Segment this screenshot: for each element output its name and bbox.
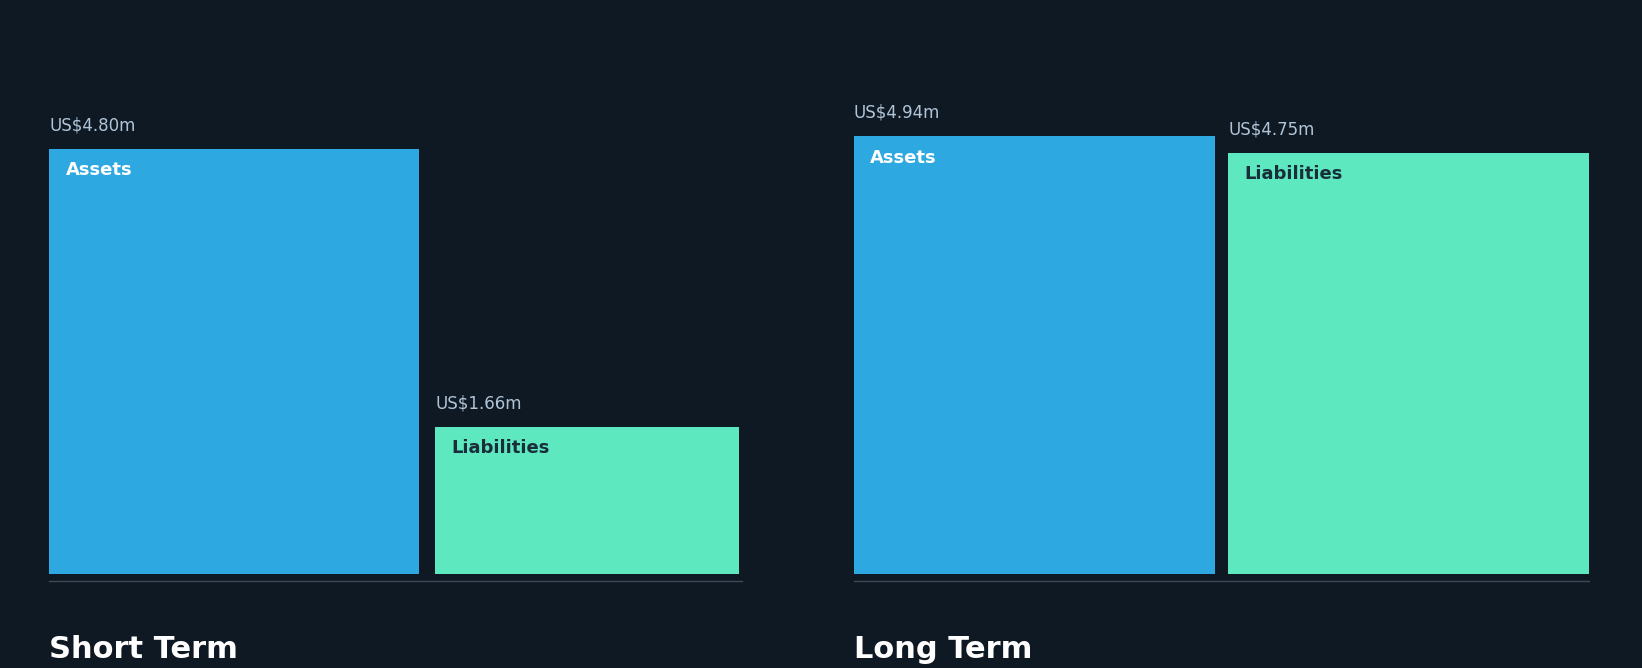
Text: US$4.75m: US$4.75m bbox=[1228, 121, 1315, 139]
Bar bbox=[49, 149, 419, 574]
Text: Assets: Assets bbox=[870, 148, 938, 166]
Bar bbox=[854, 136, 1215, 574]
Text: US$4.80m: US$4.80m bbox=[49, 116, 136, 134]
Text: US$1.66m: US$1.66m bbox=[435, 395, 522, 413]
Text: Short Term: Short Term bbox=[49, 635, 238, 663]
Text: US$4.94m: US$4.94m bbox=[854, 104, 941, 122]
Text: Long Term: Long Term bbox=[854, 635, 1033, 663]
Text: Assets: Assets bbox=[66, 161, 133, 179]
Text: Liabilities: Liabilities bbox=[452, 440, 550, 458]
Bar bbox=[1228, 154, 1589, 574]
Text: Liabilities: Liabilities bbox=[1245, 166, 1343, 183]
Bar bbox=[435, 428, 739, 574]
